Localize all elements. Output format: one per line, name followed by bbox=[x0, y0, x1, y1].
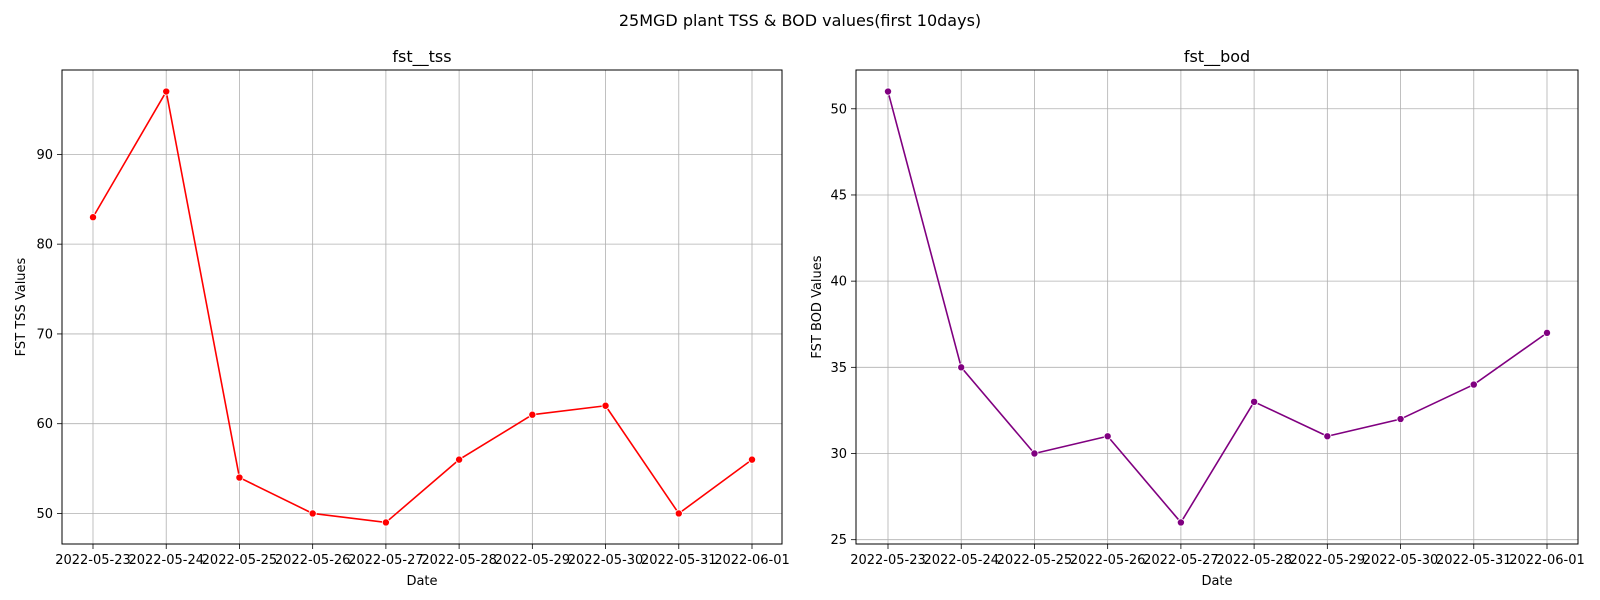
tss-data-point bbox=[381, 518, 390, 527]
tss-grid bbox=[62, 70, 782, 544]
tss-x-tick-label: 2022-05-31 bbox=[641, 553, 717, 568]
tss-ylabel: FST TSS Values bbox=[14, 257, 29, 356]
tss-x-tick-label: 2022-05-28 bbox=[421, 553, 497, 568]
bod-title: fst__bod bbox=[1184, 47, 1250, 67]
bod-data-point bbox=[884, 87, 893, 96]
tss-data-point bbox=[748, 455, 757, 464]
bod-x-tick-label: 2022-05-26 bbox=[1070, 553, 1146, 568]
bod-x-tick-label: 2022-05-27 bbox=[1143, 553, 1219, 568]
tss-data-point bbox=[162, 87, 171, 96]
tss-series bbox=[89, 87, 757, 527]
bod-x-tick-label: 2022-05-24 bbox=[923, 553, 999, 568]
bod-data-point bbox=[1250, 397, 1259, 406]
tss-data-point bbox=[308, 509, 317, 518]
bod-x-tick-label: 2022-05-23 bbox=[850, 553, 926, 568]
tss-x-tick-label: 2022-05-30 bbox=[568, 553, 644, 568]
tss-data-point bbox=[89, 213, 98, 222]
bod-data-point bbox=[1103, 432, 1112, 441]
bod-x-tick-label: 2022-05-28 bbox=[1216, 553, 1292, 568]
tss-axes-frame bbox=[61, 69, 783, 545]
tss-xlabel: Date bbox=[406, 574, 437, 589]
tss-subplot: 2022-05-232022-05-242022-05-252022-05-26… bbox=[14, 47, 790, 589]
tss-x-tick-label: 2022-05-27 bbox=[348, 553, 424, 568]
tss-x-tick-label: 2022-05-24 bbox=[128, 553, 204, 568]
tss-y-tick-label: 70 bbox=[36, 327, 53, 342]
figure-title: 25MGD plant TSS & BOD values(first 10day… bbox=[619, 11, 981, 30]
bod-y-tick-label: 35 bbox=[830, 361, 847, 376]
tss-x-ticks: 2022-05-232022-05-242022-05-252022-05-26… bbox=[55, 544, 790, 568]
tss-title: fst__tss bbox=[392, 47, 451, 67]
bod-y-tick-label: 30 bbox=[830, 447, 847, 462]
bod-data-point bbox=[1030, 449, 1039, 458]
bod-data-point bbox=[957, 363, 966, 372]
bod-series bbox=[884, 87, 1552, 527]
bod-ylabel: FST BOD Values bbox=[810, 255, 825, 358]
tss-data-point bbox=[601, 401, 610, 410]
bod-data-point bbox=[1176, 518, 1185, 527]
tss-x-tick-label: 2022-05-23 bbox=[55, 553, 131, 568]
bod-data-point bbox=[1323, 432, 1332, 441]
tss-x-tick-label: 2022-05-29 bbox=[495, 553, 571, 568]
bod-y-tick-label: 50 bbox=[830, 102, 847, 117]
bod-subplot: 2022-05-232022-05-242022-05-252022-05-26… bbox=[810, 47, 1585, 589]
tss-x-tick-label: 2022-06-01 bbox=[714, 553, 790, 568]
bod-xlabel: Date bbox=[1201, 574, 1232, 589]
tss-y-ticks: 50 60 70 80 90 bbox=[36, 148, 62, 522]
bod-x-tick-label: 2022-06-01 bbox=[1509, 553, 1585, 568]
bod-y-tick-label: 45 bbox=[830, 188, 847, 203]
tss-y-tick-label: 60 bbox=[36, 417, 53, 432]
bod-x-ticks: 2022-05-232022-05-242022-05-252022-05-26… bbox=[850, 544, 1585, 568]
tss-x-tick-label: 2022-05-26 bbox=[275, 553, 351, 568]
tss-data-point bbox=[674, 509, 683, 518]
tss-data-point bbox=[455, 455, 464, 464]
tss-series-line bbox=[92, 90, 753, 524]
bod-x-tick-label: 2022-05-29 bbox=[1290, 553, 1366, 568]
bod-x-tick-label: 2022-05-25 bbox=[997, 553, 1073, 568]
bod-data-point bbox=[1396, 415, 1405, 424]
bod-data-point bbox=[1469, 380, 1478, 389]
bod-y-tick-label: 25 bbox=[830, 533, 847, 548]
bod-x-tick-label: 2022-05-31 bbox=[1436, 553, 1512, 568]
bod-y-tick-label: 40 bbox=[830, 275, 847, 290]
tss-y-tick-label: 90 bbox=[36, 148, 53, 163]
bod-series-line bbox=[887, 91, 1548, 524]
bod-grid bbox=[856, 70, 1578, 544]
bod-data-point bbox=[1543, 328, 1552, 337]
bod-y-ticks: 25 30 35 40 45 50 bbox=[830, 102, 856, 548]
tss-y-tick-label: 50 bbox=[36, 507, 53, 522]
tss-y-tick-label: 80 bbox=[36, 238, 53, 253]
tss-x-tick-label: 2022-05-25 bbox=[202, 553, 278, 568]
bod-axes-frame bbox=[855, 69, 1579, 545]
tss-data-point bbox=[235, 473, 244, 482]
tss-data-point bbox=[528, 410, 537, 419]
bod-x-tick-label: 2022-05-30 bbox=[1363, 553, 1439, 568]
